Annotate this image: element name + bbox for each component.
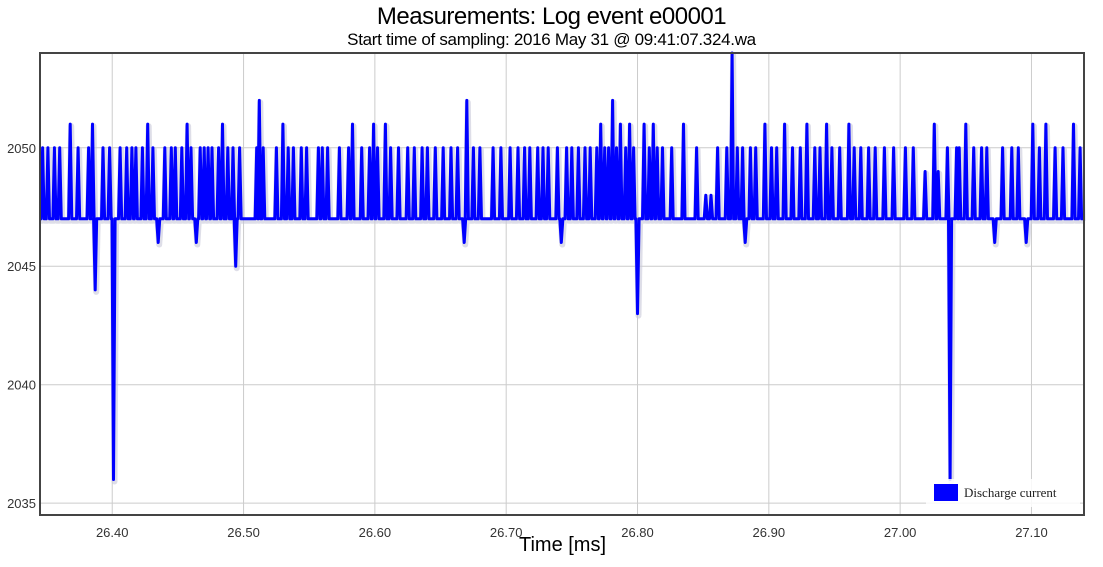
chart-subtitle: Start time of sampling: 2016 May 31 @ 09… <box>347 30 756 49</box>
plot-frame <box>39 52 1085 516</box>
y-tick-label: 2035 <box>7 496 36 511</box>
x-tick-label: 26.60 <box>359 525 392 540</box>
chart-title: Measurements: Log event e00001 <box>376 3 727 30</box>
y-tick-label: 2040 <box>7 378 36 393</box>
grid <box>40 53 1084 515</box>
series-shadow <box>39 52 1086 485</box>
x-tick-label: 26.80 <box>621 525 654 540</box>
x-tick-label: 27.10 <box>1015 525 1048 540</box>
x-tick-label: 26.40 <box>96 525 129 540</box>
series-discharge-current <box>39 51 1086 485</box>
x-tick-label: 27.00 <box>884 525 917 540</box>
legend-label: Discharge current <box>964 485 1057 500</box>
legend[interactable]: Discharge current <box>926 479 1080 507</box>
y-tick-label: 2050 <box>7 141 36 156</box>
series-line-discharge-current <box>39 51 1084 481</box>
x-tick-label: 26.70 <box>490 525 523 540</box>
x-tick-label: 26.90 <box>753 525 786 540</box>
x-tick-label: 26.50 <box>227 525 260 540</box>
y-tick-label: 2045 <box>7 259 36 274</box>
x-axis-label: Time [ms] <box>518 534 607 556</box>
axis-ticks: 26.40 26.50 26.60 26.70 26.80 26.90 27.00 27.10… <box>7 141 1048 540</box>
legend-swatch <box>934 484 958 501</box>
